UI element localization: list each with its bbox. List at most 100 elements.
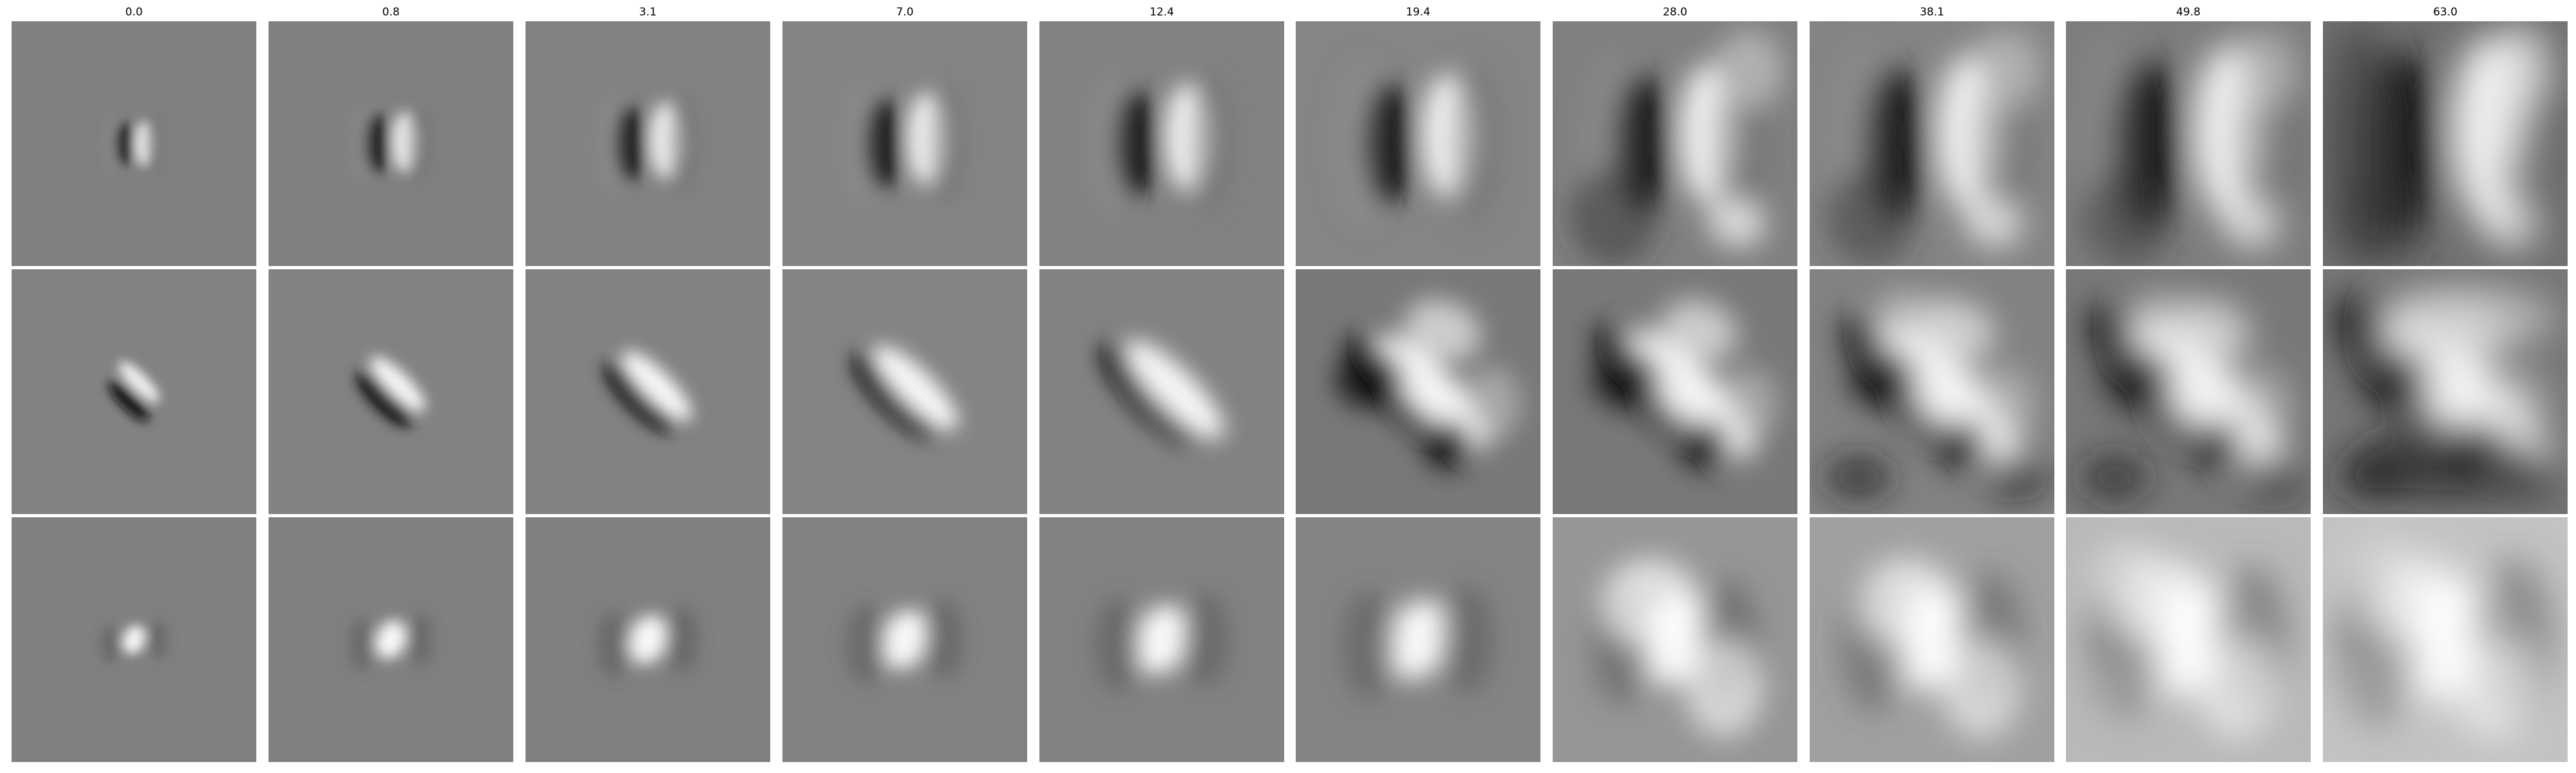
intensity-blob: [2221, 196, 2278, 247]
column-title: 3.1: [639, 6, 657, 19]
intensity-blob: [1942, 640, 2020, 738]
intensity-blob: [2455, 640, 2533, 738]
intensity-blob: [2105, 350, 2174, 409]
image-panel: [1039, 21, 1284, 266]
intensity-blob: [1387, 600, 1450, 680]
image-panel: [782, 21, 1027, 266]
intensity-blob: [1334, 62, 1390, 225]
intensity-blob: [1976, 367, 2035, 441]
filter-image: [12, 517, 256, 762]
intensity-blob: [118, 361, 160, 403]
filter-image: [782, 517, 1027, 762]
image-panel: [2323, 21, 2568, 266]
intensity-blob: [621, 351, 692, 421]
image-panel: [269, 21, 513, 266]
column-title: 19.4: [1406, 6, 1430, 19]
image-panel: [1296, 21, 1540, 266]
intensity-blob: [1971, 31, 2040, 110]
filter-image: [1553, 269, 1797, 514]
intensity-blob: [1937, 421, 1986, 470]
intensity-blob: [2489, 367, 2548, 441]
intensity-blob: [2477, 196, 2535, 247]
panel-background: [1039, 21, 1284, 266]
image-panel: [782, 517, 1027, 762]
intensity-blob: [925, 82, 967, 205]
intensity-blob: [1964, 196, 2022, 247]
filter-image: [1296, 21, 1540, 266]
intensity-blob: [2347, 542, 2421, 615]
image-panel: [269, 517, 513, 762]
intensity-blob: [1423, 421, 1472, 470]
intensity-blob: [2085, 664, 2145, 713]
image-panel: [1296, 517, 1540, 762]
intensity-blob: [2083, 168, 2172, 266]
image-panel: [526, 21, 770, 266]
intensity-blob: [1826, 168, 1915, 266]
intensity-blob: [665, 93, 699, 195]
image-panel: [1296, 269, 1540, 514]
filter-image: [2066, 517, 2311, 762]
intensity-blob: [1186, 72, 1235, 215]
intensity-blob: [2130, 319, 2287, 476]
intensity-blob: [2384, 283, 2555, 353]
image-panel: [12, 269, 256, 514]
column-title: 63.0: [2433, 6, 2458, 19]
image-panel: [269, 269, 513, 514]
intensity-blob: [375, 620, 406, 660]
column-title: 12.4: [1150, 6, 1174, 19]
filter-image: [269, 21, 513, 266]
intensity-blob: [99, 625, 120, 664]
column-title: 38.1: [1920, 6, 1944, 19]
intensity-blob: [348, 618, 375, 671]
intensity-blob: [1680, 421, 1729, 470]
intensity-blob: [923, 599, 965, 680]
filter-image: [2323, 517, 2568, 762]
image-panel: [2066, 21, 2311, 266]
intensity-blob: [1446, 62, 1502, 225]
filter-image: [2066, 21, 2311, 266]
intensity-blob: [1661, 300, 1738, 361]
intensity-blob: [2244, 453, 2304, 502]
intensity-blob: [1341, 590, 1397, 700]
intensity-blob: [2227, 31, 2297, 110]
intensity-blob: [2090, 542, 2164, 615]
intensity-blob: [1334, 350, 1404, 409]
image-panel: [1810, 21, 2054, 266]
image-panel: [782, 269, 1027, 514]
intensity-blob: [873, 345, 958, 430]
filter-image: [1553, 21, 1797, 266]
column-title: 0.0: [125, 6, 143, 19]
intensity-blob: [1125, 340, 1224, 439]
column-title: 0.8: [382, 6, 400, 19]
intensity-blob: [1719, 367, 1778, 441]
panel-background: [269, 21, 513, 266]
filter-image: [2323, 269, 2568, 514]
intensity-blob: [628, 615, 668, 664]
intensity-blob: [843, 82, 884, 205]
image-panel: [526, 517, 770, 762]
intensity-blob: [2193, 421, 2242, 470]
image-panel: [2066, 517, 2311, 762]
filter-image: [1039, 269, 1284, 514]
intensity-blob: [1873, 294, 1942, 343]
intensity-blob: [108, 381, 149, 422]
intensity-blob: [1591, 350, 1661, 409]
panel-background: [1296, 21, 1540, 266]
filter-image: [1039, 21, 1284, 266]
image-panel: [2323, 517, 2568, 762]
filter-image: [269, 517, 513, 762]
image-panel: [1553, 21, 1797, 266]
filter-image: [1296, 517, 1540, 762]
panel-background: [12, 21, 256, 266]
intensity-blob: [1627, 330, 1756, 457]
column-title: 49.8: [2176, 6, 2201, 19]
panel-background: [782, 21, 1027, 266]
image-panel: [12, 21, 256, 266]
filter-image: [269, 269, 513, 514]
intensity-blob: [370, 356, 426, 412]
filter-image: [1810, 269, 2054, 514]
image-panel: [2066, 269, 2311, 514]
intensity-blob: [604, 362, 674, 432]
intensity-blob: [1462, 367, 1521, 441]
